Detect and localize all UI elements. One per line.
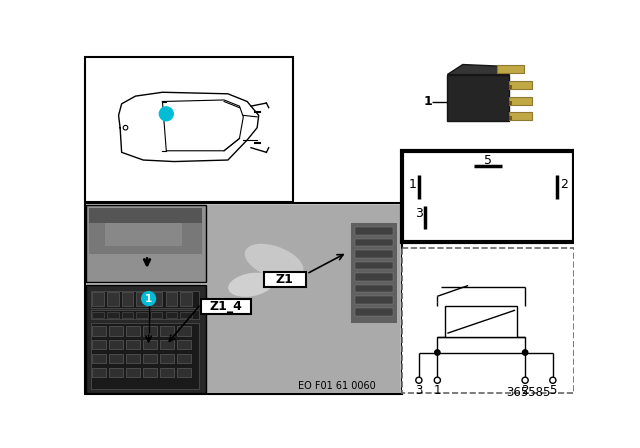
Bar: [107, 312, 118, 318]
Circle shape: [123, 125, 128, 130]
Bar: [177, 340, 191, 349]
Bar: [126, 368, 140, 377]
Bar: [126, 340, 140, 349]
Bar: [143, 368, 157, 377]
Bar: [177, 368, 191, 377]
Bar: [109, 368, 123, 377]
Bar: [166, 312, 177, 318]
Bar: [92, 326, 106, 336]
Text: 5: 5: [549, 384, 557, 397]
Bar: [84, 57, 292, 202]
Text: 3: 3: [415, 207, 423, 220]
Bar: [143, 326, 157, 336]
Bar: [90, 208, 202, 223]
Bar: [91, 310, 198, 319]
Bar: [160, 340, 174, 349]
Bar: [447, 74, 509, 121]
Polygon shape: [447, 65, 516, 74]
Bar: [86, 285, 205, 392]
Bar: [92, 340, 106, 349]
Bar: [355, 227, 394, 235]
Bar: [109, 326, 123, 336]
Circle shape: [550, 377, 556, 383]
Bar: [180, 293, 192, 306]
Bar: [177, 326, 191, 336]
Bar: [355, 262, 394, 269]
Bar: [91, 291, 198, 308]
Bar: [122, 312, 133, 318]
Ellipse shape: [244, 244, 303, 280]
Ellipse shape: [228, 273, 274, 297]
Text: 1: 1: [145, 293, 152, 304]
Bar: [92, 293, 104, 306]
Bar: [92, 368, 106, 377]
Bar: [166, 293, 177, 306]
Circle shape: [159, 107, 173, 121]
Bar: [355, 238, 394, 246]
Bar: [509, 112, 532, 120]
Bar: [509, 97, 532, 104]
Bar: [355, 250, 394, 258]
Bar: [509, 82, 532, 89]
Bar: [160, 354, 174, 363]
Bar: [143, 340, 157, 349]
Bar: [143, 354, 157, 363]
Bar: [90, 208, 202, 254]
Text: EO F01 61 0060: EO F01 61 0060: [298, 381, 376, 392]
Bar: [136, 293, 148, 306]
Bar: [84, 203, 402, 394]
Bar: [180, 312, 192, 318]
Bar: [122, 293, 133, 306]
Bar: [351, 223, 397, 323]
Bar: [264, 271, 307, 287]
Bar: [355, 308, 394, 315]
Bar: [105, 223, 182, 246]
Circle shape: [141, 292, 156, 306]
Bar: [126, 354, 140, 363]
Text: 1: 1: [433, 384, 441, 397]
Circle shape: [522, 350, 528, 355]
Text: Z1: Z1: [276, 273, 294, 286]
Bar: [109, 340, 123, 349]
Bar: [109, 354, 123, 363]
Bar: [126, 326, 140, 336]
Text: 2: 2: [522, 384, 529, 397]
Bar: [86, 205, 205, 282]
Bar: [509, 101, 511, 104]
Bar: [402, 151, 575, 241]
Circle shape: [416, 377, 422, 383]
Text: 365585: 365585: [506, 386, 550, 399]
Text: 1: 1: [409, 178, 417, 191]
Bar: [355, 296, 394, 304]
Text: Z1_4: Z1_4: [209, 300, 242, 313]
Bar: [207, 205, 401, 392]
Bar: [160, 368, 174, 377]
Bar: [509, 116, 511, 119]
Text: 3: 3: [415, 384, 422, 397]
Text: 1: 1: [424, 95, 433, 108]
Circle shape: [522, 377, 528, 383]
Bar: [136, 312, 148, 318]
Text: 1: 1: [163, 109, 170, 119]
Bar: [92, 312, 104, 318]
Bar: [355, 273, 394, 281]
Bar: [92, 354, 106, 363]
Bar: [151, 293, 163, 306]
Bar: [437, 337, 525, 353]
Bar: [509, 85, 511, 88]
Circle shape: [435, 350, 440, 355]
Bar: [177, 354, 191, 363]
Bar: [402, 248, 575, 392]
Bar: [201, 299, 251, 314]
Bar: [91, 323, 198, 389]
Text: 2: 2: [560, 178, 568, 191]
Bar: [107, 293, 118, 306]
Bar: [445, 306, 517, 337]
Bar: [151, 312, 163, 318]
Bar: [355, 285, 394, 293]
Text: 5: 5: [484, 154, 492, 167]
Circle shape: [435, 377, 440, 383]
Bar: [497, 65, 524, 73]
Bar: [160, 326, 174, 336]
